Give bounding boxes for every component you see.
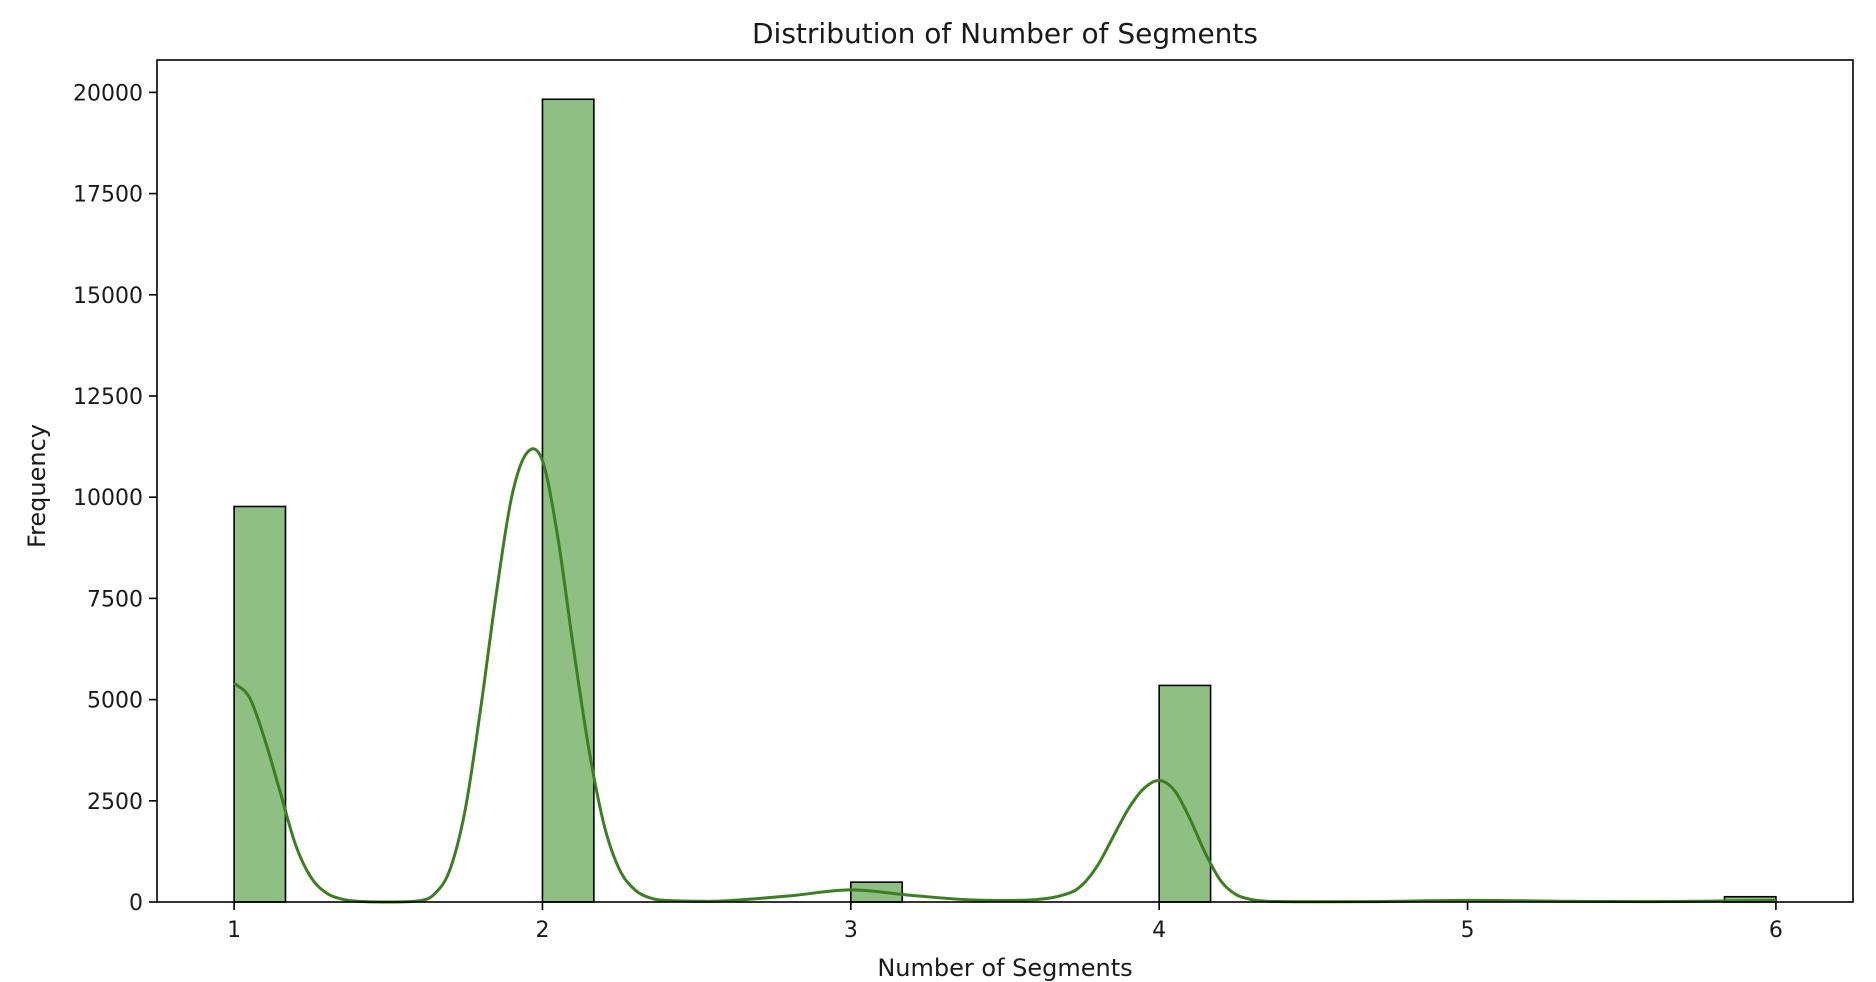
- y-tick-label: 7500: [87, 587, 143, 612]
- x-tick-label: 5: [1461, 918, 1475, 943]
- y-axis-title: Frequency: [23, 424, 51, 548]
- kde-layer: [233, 447, 1776, 904]
- x-tick-label: 6: [1769, 918, 1783, 943]
- histogram-bar: [233, 505, 287, 903]
- x-tick-label: 1: [227, 918, 241, 943]
- kde-curve: [233, 447, 1776, 904]
- y-tick-label: 20000: [73, 81, 143, 106]
- y-tick-label: 5000: [87, 689, 143, 714]
- x-tick-label: 3: [844, 918, 858, 943]
- chart-title: Distribution of Number of Segments: [752, 17, 1258, 50]
- plot-frame: [156, 59, 1854, 903]
- y-tick-label: 12500: [73, 385, 143, 410]
- y-tick-label: 17500: [73, 183, 143, 208]
- y-tick-label: 0: [129, 891, 143, 916]
- y-tick-label: 10000: [73, 486, 143, 511]
- axes-layer: 1 2 3 4 5 6 0 2500 5000 7500 10000 12500 15000 17500 2…: [73, 59, 1854, 943]
- x-axis-title: Number of Segments: [877, 954, 1132, 982]
- x-tick-label: 4: [1152, 918, 1166, 943]
- x-tick-label: 2: [535, 918, 549, 943]
- histogram-bar: [1158, 684, 1212, 903]
- bars-layer: [233, 98, 1777, 903]
- y-tick-label: 2500: [87, 790, 143, 815]
- y-tick-label: 15000: [73, 284, 143, 309]
